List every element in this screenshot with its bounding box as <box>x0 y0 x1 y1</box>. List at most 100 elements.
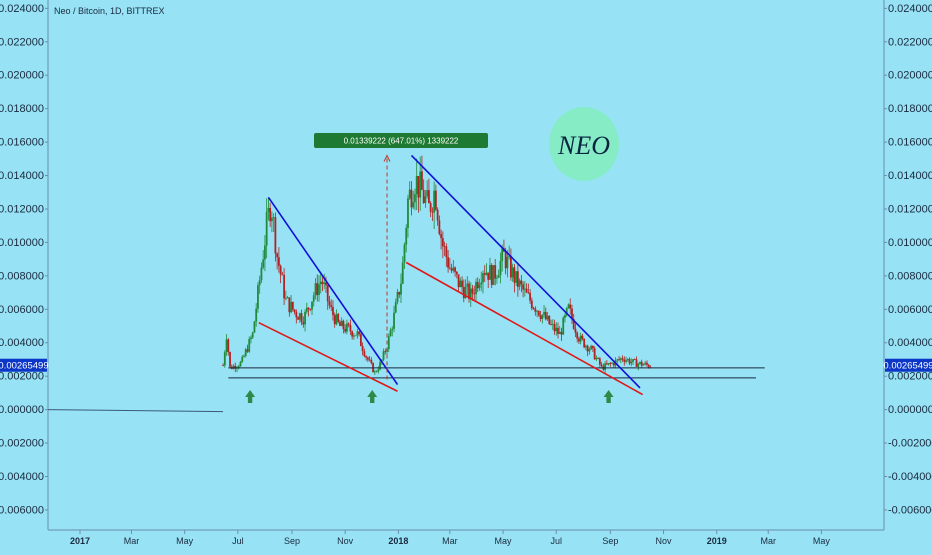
y-tick-label: 0.000000 <box>0 404 44 416</box>
candle-body <box>647 364 650 368</box>
candle-body <box>270 217 273 222</box>
candle-body <box>518 280 521 287</box>
candle-body <box>454 267 456 272</box>
candle-body <box>623 359 626 362</box>
candle-body <box>431 211 434 213</box>
candle-body <box>462 286 465 299</box>
candle-body <box>469 288 472 300</box>
y-tick-label: 0.000000 <box>888 404 932 416</box>
y-tick-label: 0.024000 <box>888 3 932 15</box>
candle-body <box>455 271 458 275</box>
candle-body <box>621 358 624 360</box>
candle-body <box>527 292 530 294</box>
candle-body <box>337 314 340 322</box>
candle-body <box>366 357 369 360</box>
candle-body <box>553 323 556 332</box>
trendline-red[interactable] <box>258 321 398 392</box>
x-tick-label: Nov <box>656 536 673 546</box>
candle-body <box>426 190 429 197</box>
candle-body <box>227 339 230 352</box>
candle-body <box>626 359 629 361</box>
candle-body <box>267 208 270 212</box>
candle-body <box>450 268 453 271</box>
y-tick-label: 0.018000 <box>888 103 932 115</box>
y-tick-label: 0.020000 <box>888 70 932 82</box>
candle-body <box>464 286 467 299</box>
candle-body <box>443 246 446 248</box>
candle-body <box>316 283 319 295</box>
candle-body <box>618 359 620 361</box>
candle-body <box>586 345 589 352</box>
candle-body <box>478 284 481 289</box>
trendline-blue[interactable] <box>410 154 641 389</box>
candle-body <box>408 189 411 199</box>
candle-body <box>384 351 387 353</box>
candle-body <box>422 189 425 203</box>
x-tick-label: 2019 <box>707 536 727 546</box>
y-tick-label: 0.022000 <box>0 36 44 48</box>
candle-body <box>489 265 491 280</box>
candle-body <box>436 209 439 221</box>
candle-body <box>543 312 545 315</box>
candle-body <box>424 196 427 203</box>
neo-logo-circle <box>549 107 619 181</box>
candle-body <box>604 363 607 370</box>
candle-body <box>297 317 299 320</box>
candle-body <box>441 238 444 247</box>
candle-body <box>389 330 392 337</box>
candle-body <box>611 363 613 364</box>
candle-body <box>298 313 301 320</box>
candle-body <box>407 198 409 228</box>
candle-body <box>506 256 509 269</box>
candle-body <box>265 211 268 246</box>
candle-body <box>328 301 331 306</box>
candle-body <box>459 280 462 288</box>
candle-body <box>440 233 443 239</box>
candle-body <box>585 345 587 348</box>
y-tick-label: -0.006000 <box>0 504 44 516</box>
candle-body <box>281 274 284 276</box>
candle-body <box>260 267 263 281</box>
candle-body <box>305 307 308 312</box>
trendline-blue[interactable] <box>267 196 399 385</box>
candle-body <box>321 281 324 284</box>
candle-body <box>468 283 470 300</box>
candle-body <box>339 321 341 326</box>
candle-body <box>401 262 404 284</box>
candle-body <box>448 267 451 269</box>
candle-body <box>283 274 286 299</box>
candle-body <box>475 281 477 295</box>
candle-body <box>250 337 252 340</box>
candle-body <box>473 293 476 295</box>
candle-body <box>530 300 533 309</box>
candle-body <box>428 190 430 204</box>
candle-body <box>583 338 586 348</box>
candle-body <box>590 345 593 350</box>
x-tick-label: Mar <box>442 536 458 546</box>
trendline-red[interactable] <box>405 261 644 396</box>
candle-body <box>639 361 641 364</box>
candle-body <box>578 338 580 342</box>
candle-body <box>616 359 619 361</box>
candle-body <box>499 260 502 276</box>
candle-body <box>346 323 348 332</box>
candle-body <box>511 267 514 278</box>
candle-body <box>509 255 512 278</box>
candle-body <box>309 309 312 310</box>
candle-body <box>410 189 413 208</box>
y-tick-label: 0.004000 <box>888 337 932 349</box>
candle-body <box>461 280 463 287</box>
candle-body <box>544 312 547 320</box>
candle-body <box>335 314 338 325</box>
candle-body <box>352 335 355 337</box>
candle-body <box>325 282 327 286</box>
candle-body <box>598 358 601 365</box>
support-marker-arrow-icon <box>245 390 256 403</box>
candle-body <box>356 331 359 336</box>
candle-body <box>562 317 565 335</box>
candle-body <box>279 265 282 275</box>
candle-body <box>358 331 361 335</box>
symbol-title: Neo / Bitcoin, 1D, BITTREX <box>54 6 165 16</box>
candle-body <box>633 359 636 360</box>
